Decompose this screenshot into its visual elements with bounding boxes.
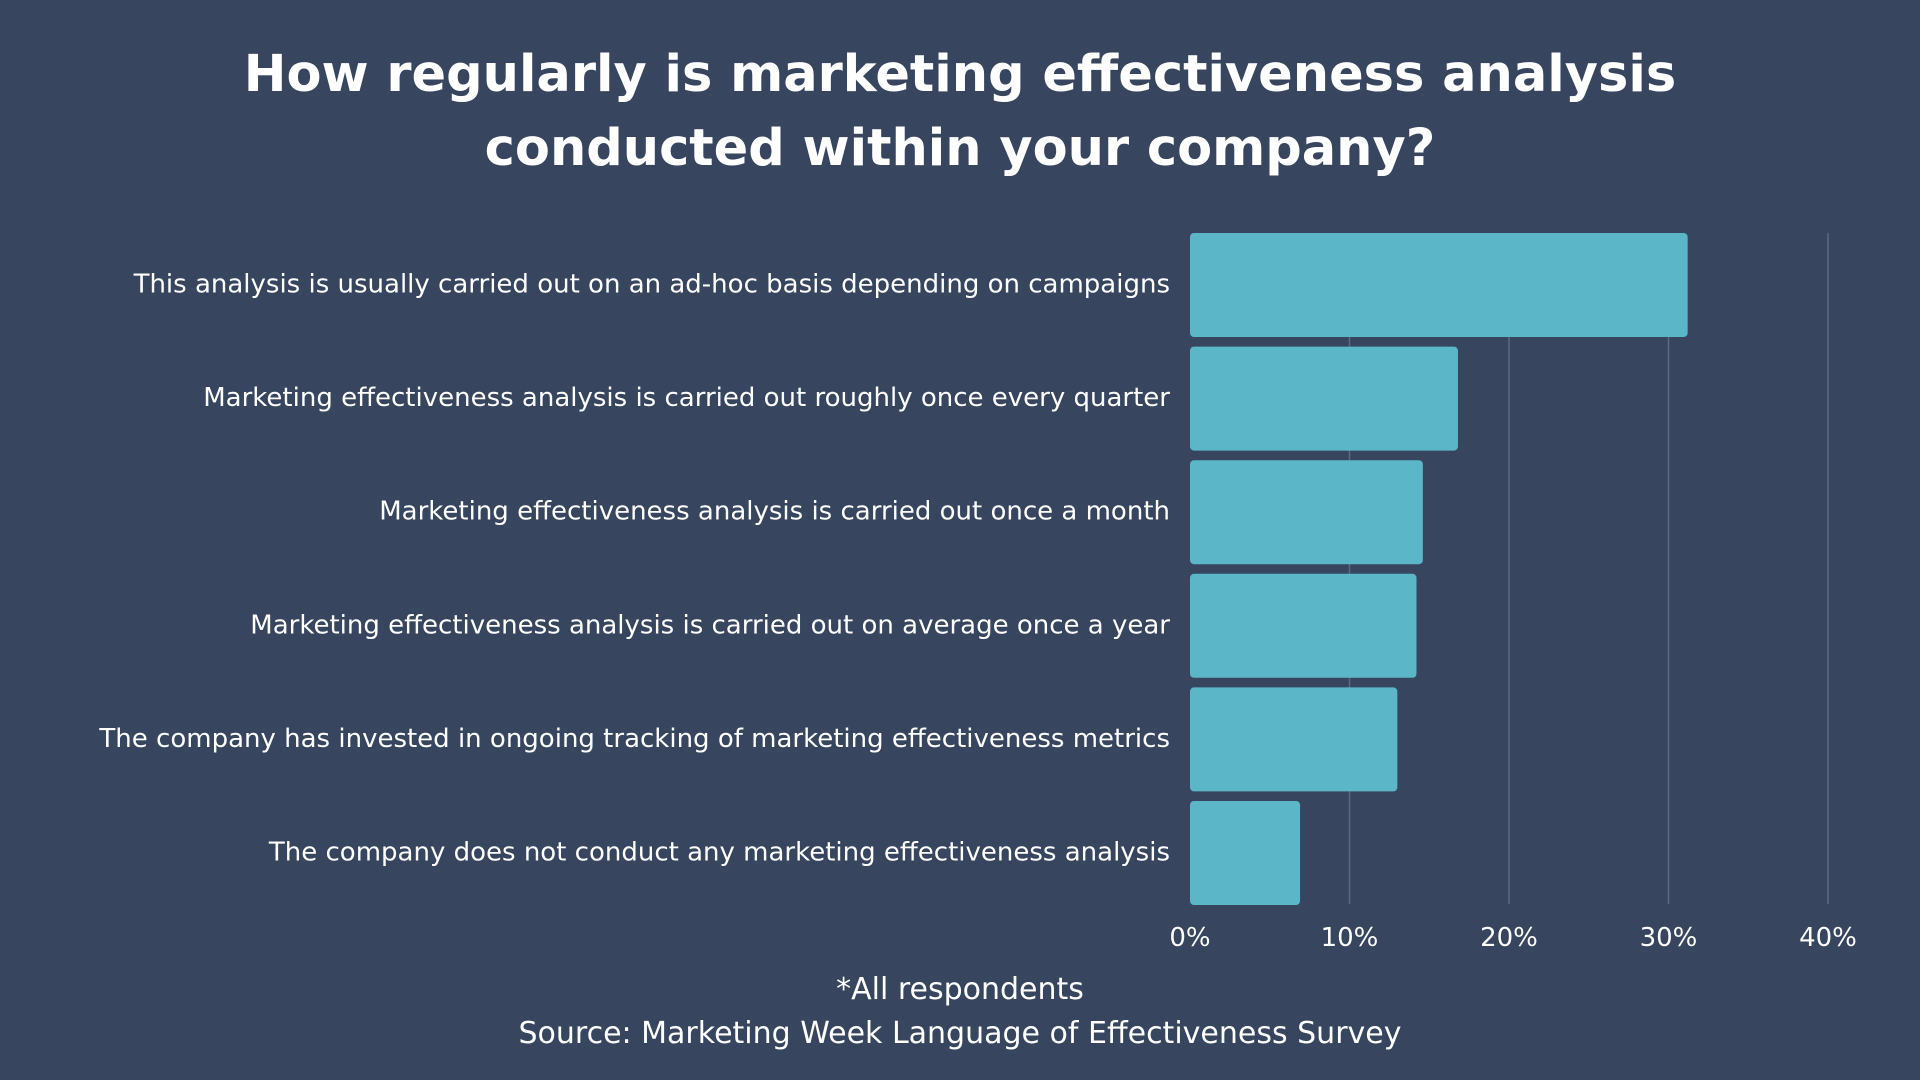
- bar-1: [1190, 233, 1688, 337]
- bar-6: [1190, 801, 1301, 905]
- x-tick-label-30: 30%: [1640, 923, 1698, 953]
- x-tick-label-20: 20%: [1480, 923, 1538, 953]
- grid-lines: [1348, 233, 1829, 904]
- x-tick-label-10: 10%: [1321, 923, 1379, 953]
- category-label-6: The company does not conduct any marketi…: [268, 838, 1170, 868]
- x-tick-label-40: 40%: [1799, 923, 1857, 953]
- category-label-5: The company has invested in ongoing trac…: [98, 724, 1170, 754]
- bar-2: [1190, 346, 1458, 451]
- chart-title: How regularly is marketing effectiveness…: [160, 38, 1760, 186]
- bar-5: [1190, 687, 1398, 792]
- source-note: Source: Marketing Week Language of Effec…: [518, 1016, 1402, 1051]
- category-label-3: Marketing effectiveness analysis is carr…: [379, 497, 1170, 527]
- chart-title-line-2: conducted within your company?: [484, 119, 1436, 178]
- bar-3: [1190, 460, 1423, 565]
- category-label-2: Marketing effectiveness analysis is carr…: [203, 383, 1170, 413]
- category-label-4: Marketing effectiveness analysis is carr…: [250, 610, 1170, 640]
- chart-title-line-1: How regularly is marketing effectiveness…: [243, 45, 1677, 104]
- bar-4: [1190, 573, 1417, 678]
- category-label-1: This analysis is usually carried out on …: [133, 270, 1170, 300]
- bars: [1190, 233, 1688, 905]
- category-labels: This analysis is usually carried out on …: [98, 270, 1170, 868]
- x-axis-tick-labels: 0% 10% 20% 30% 40%: [1169, 923, 1857, 953]
- x-tick-label-0: 0%: [1169, 923, 1210, 953]
- respondents-note: *All respondents: [836, 972, 1084, 1007]
